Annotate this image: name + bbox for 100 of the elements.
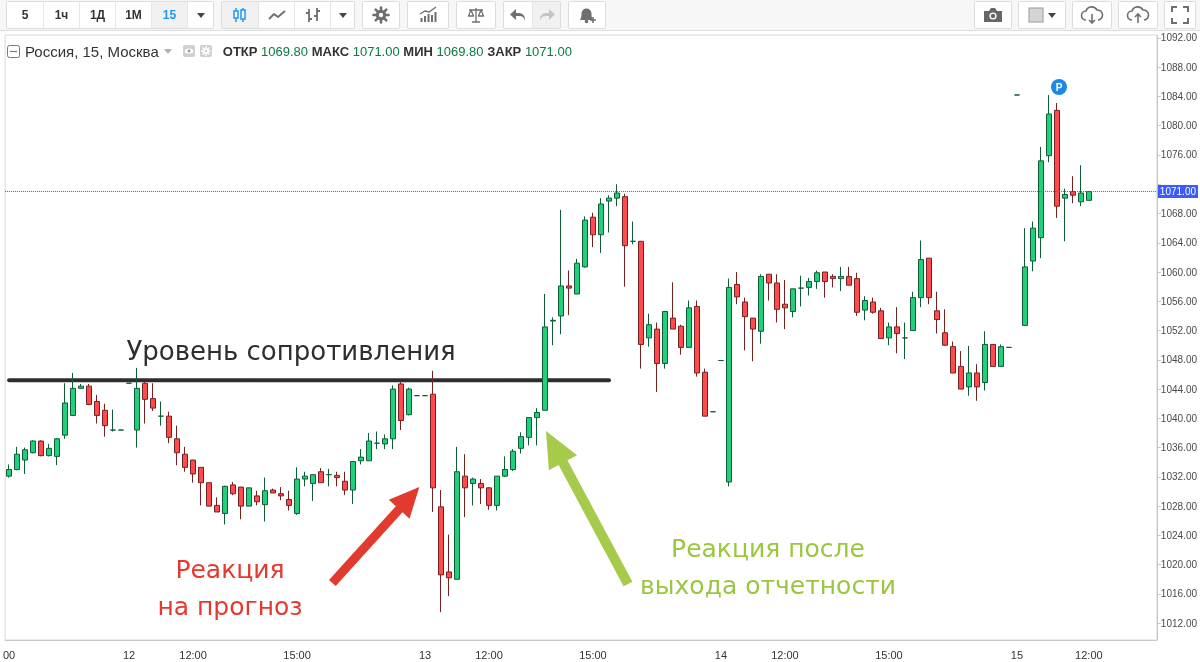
- x-tick-label: 13: [418, 648, 432, 661]
- y-tick-label: 1052.00: [1160, 325, 1198, 337]
- candlestick: [758, 273, 764, 345]
- series-label: Уровень сопротивления: [126, 336, 456, 367]
- candlestick: [86, 383, 92, 406]
- candlestick: [550, 316, 556, 346]
- candlestick: [670, 281, 676, 330]
- candlestick: [614, 183, 620, 207]
- candlestick: [694, 300, 700, 378]
- y-tick-label: 1064.00: [1160, 237, 1198, 249]
- candlestick: [998, 343, 1004, 367]
- candlestick: [94, 394, 100, 424]
- y-tick-label: 1068.00: [1160, 208, 1198, 219]
- candlestick: [22, 447, 28, 475]
- candlestick: [630, 221, 636, 245]
- candlestick: [302, 471, 308, 487]
- x-tick-label: 12:00: [179, 648, 207, 661]
- candlestick: [262, 477, 268, 522]
- candlestick: [590, 212, 596, 248]
- candlestick: [574, 258, 580, 295]
- candlestick: [1070, 175, 1076, 204]
- candlestick: [1038, 146, 1044, 259]
- candlestick: [782, 279, 788, 330]
- x-tick-label: 15:00: [579, 648, 607, 661]
- candlestick: [774, 273, 780, 323]
- y-tick-label: 1036.00: [1160, 442, 1198, 454]
- candlestick: [646, 313, 652, 348]
- candlestick: [622, 193, 628, 288]
- candlestick: [598, 197, 604, 254]
- candlestick: [1086, 191, 1092, 201]
- candlestick: [486, 486, 492, 511]
- candlestick: [70, 372, 76, 417]
- candlestick: [38, 439, 44, 457]
- candlestick: [214, 496, 220, 513]
- candlestick: [6, 463, 12, 479]
- y-tick-label: 1060.00: [1160, 266, 1198, 278]
- candlestick: [54, 437, 60, 466]
- candlestick: [318, 467, 324, 484]
- candlestick: [870, 297, 876, 315]
- candlestick: [278, 486, 284, 501]
- candlestick: [350, 461, 356, 505]
- candlestick: [174, 425, 180, 466]
- y-tick-label: 1024.00: [1160, 529, 1198, 541]
- candlestick: [102, 403, 108, 438]
- candlestick: [46, 443, 52, 457]
- candlestick: [542, 293, 548, 411]
- annotation: Реакция после выхода отчетности: [640, 534, 896, 600]
- candlestick: [990, 343, 996, 367]
- candlestick: [430, 370, 436, 513]
- candlestick: [894, 306, 900, 354]
- candlestick: [982, 330, 988, 392]
- x-tick-label: 12: [122, 648, 136, 661]
- candlestick: [798, 275, 804, 307]
- candlestick: [638, 240, 644, 370]
- candlestick: [742, 297, 748, 351]
- candlestick: [270, 488, 276, 494]
- candlestick: [862, 295, 868, 321]
- candlestick: [206, 482, 212, 507]
- y-tick-label: 1088.00: [1160, 61, 1198, 73]
- y-tick-label: 1028.00: [1160, 500, 1198, 512]
- y-tick-label: 1048.00: [1160, 354, 1198, 366]
- candlestick: [142, 380, 148, 424]
- circle-badge: P: [1051, 79, 1067, 95]
- x-tick-label: 12:00: [771, 648, 799, 661]
- candlestick: [30, 439, 36, 454]
- candlestick: [878, 307, 884, 340]
- candlestick: [654, 322, 660, 393]
- candlestick: [934, 291, 940, 334]
- candlestick: [294, 466, 300, 516]
- candlestick: [454, 446, 460, 580]
- candlestick: [14, 446, 20, 471]
- candlestick: [462, 453, 468, 518]
- candlestick: [510, 448, 516, 472]
- x-tick-label: 15: [1010, 648, 1024, 661]
- candlestick: [398, 380, 404, 431]
- x-tick-label: 15:00: [283, 648, 311, 661]
- text: ОТКР 1069.80 МАКС 1071.00 МИН 1069.80 ЗАКР 1071.00: [222, 43, 572, 59]
- x-tick-label: 12:00: [1075, 648, 1103, 661]
- candlestick: [78, 383, 84, 390]
- candlestick: [534, 407, 540, 446]
- candlestick: [470, 477, 476, 506]
- x-tick-label: 00: [2, 648, 16, 661]
- candlestick: [478, 478, 484, 505]
- candlestick: [830, 273, 836, 288]
- candlestick: [902, 322, 908, 360]
- candlestick: [750, 317, 756, 362]
- candlestick: [686, 300, 692, 348]
- candlestick: [558, 209, 564, 335]
- candlestick: [822, 271, 828, 299]
- candlestick: [814, 270, 820, 290]
- candlestick: [726, 278, 732, 487]
- candlestick: [438, 489, 444, 613]
- candlestick: [1022, 227, 1028, 326]
- y-tick-label: 1012.00: [1160, 617, 1198, 629]
- annotation: Реакция на прогноз: [157, 555, 303, 621]
- candlestick: [974, 363, 980, 402]
- candlestick: [326, 468, 332, 487]
- annotation: P: [1055, 81, 1063, 93]
- candlestick: [582, 215, 588, 269]
- candlestick: [222, 485, 228, 525]
